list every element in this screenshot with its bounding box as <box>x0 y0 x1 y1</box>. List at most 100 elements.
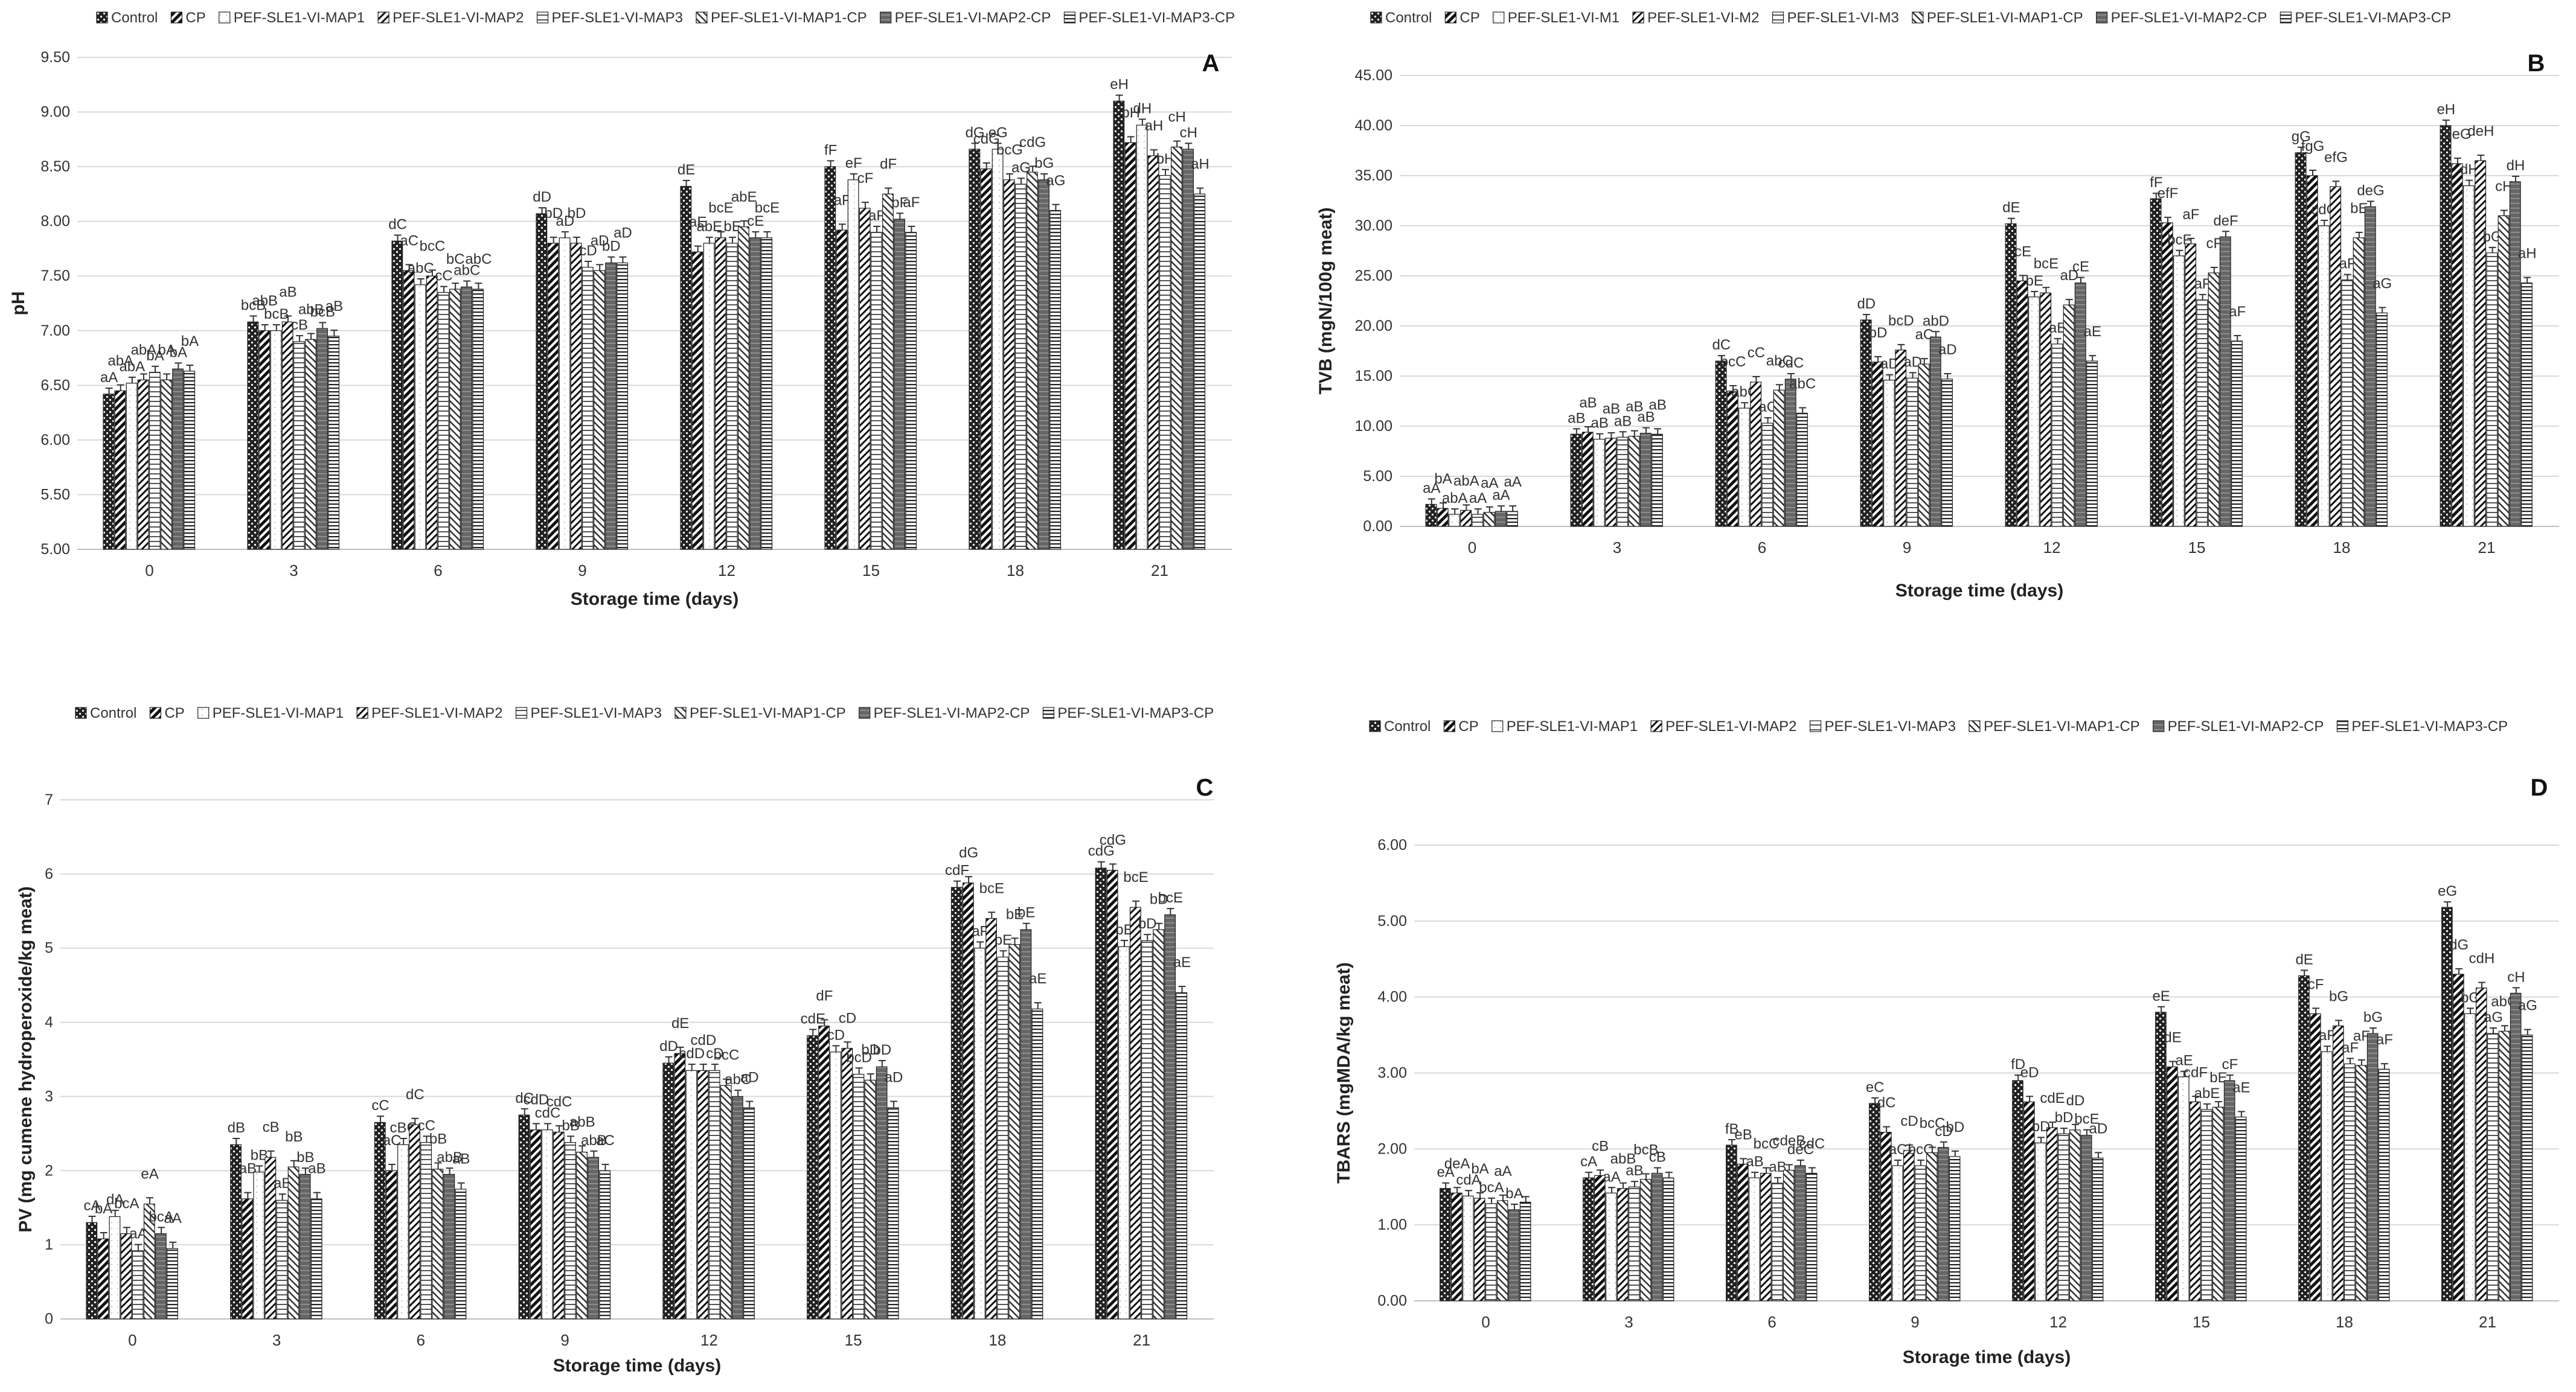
bar-PEF-SLE1-VI-MAP2-CP-day-6 <box>443 1173 455 1320</box>
significance-label: bcA <box>1479 1180 1504 1196</box>
significance-label: cdF <box>945 863 969 879</box>
bar-CP-day-9 <box>547 243 559 550</box>
bar-PEF-SLE1-VI-MAP1-CP-day-9 <box>576 1151 588 1320</box>
significance-label: cF <box>2222 1056 2238 1073</box>
bar-Control-day-15 <box>824 166 836 550</box>
significance-label: aB <box>279 284 296 301</box>
legend-swatch <box>2096 11 2108 24</box>
x-tick-label: 12 <box>2043 538 2061 557</box>
bar-PEF-SLE1-VI-MAP1-day-3 <box>253 1172 265 1320</box>
significance-label: cC <box>418 1117 435 1134</box>
significance-label: abB <box>569 1114 595 1130</box>
significance-label: bA <box>1471 1161 1488 1177</box>
x-tick-label: 15 <box>845 1331 862 1349</box>
bar-PEF-SLE1-VI-MAP3-day-9 <box>582 267 594 550</box>
significance-label: dD <box>533 189 551 205</box>
significance-label: cH <box>2507 969 2525 985</box>
bar-CP-day-6 <box>1726 391 1738 527</box>
significance-label: bcA <box>149 1208 173 1225</box>
significance-label: cB <box>1592 1138 1609 1154</box>
significance-label: dB <box>228 1120 245 1136</box>
bar-PEF-SLE1-VI-MAP2-CP-day-3 <box>1651 1172 1663 1301</box>
significance-label: deF <box>2213 212 2238 229</box>
bar-PEF-SLE1-VI-MAP3-day-21 <box>1159 175 1171 550</box>
chart-panel-D: 0.001.002.003.004.005.006.000eAdeAcdAbAb… <box>1334 718 2559 1367</box>
bar-CP-day-18 <box>980 168 992 550</box>
significance-label: aG <box>1046 173 1065 189</box>
significance-label: eH <box>2437 101 2455 118</box>
significance-label: fB <box>1725 1121 1739 1137</box>
significance-label: cdC <box>1799 1136 1825 1152</box>
bar-Control-day-12 <box>662 1062 674 1320</box>
significance-label: bcE <box>2034 255 2059 272</box>
x-tick-label: 9 <box>1903 538 1911 557</box>
legend-label: Control <box>111 10 158 26</box>
bar-PEF-SLE1-VI-MAP2-CP-day-18 <box>2364 206 2376 527</box>
significance-label: eE <box>2152 988 2170 1004</box>
bar-Control-day-21 <box>2440 125 2452 527</box>
bar-PEF-SLE1-VI-M1-day-9 <box>1883 380 1895 527</box>
significance-label: aA <box>1469 490 1487 506</box>
bar-Control-day-18 <box>2295 152 2307 527</box>
significance-label: abE <box>2194 1085 2220 1102</box>
significance-label: cH <box>1180 124 1197 141</box>
y-tick-label: 6.50 <box>40 377 70 394</box>
x-tick-label: 0 <box>1481 1313 1490 1331</box>
bar-PEF-SLE1-VI-M2-day-18 <box>2330 186 2342 527</box>
significance-label: aA <box>100 369 118 386</box>
significance-label: fF <box>824 142 837 158</box>
significance-label: cdF <box>2184 1064 2208 1081</box>
x-tick-label: 9 <box>578 561 586 579</box>
bar-PEF-SLE1-VI-MAP1-day-15 <box>2177 1076 2190 1301</box>
legend: Control CP PEF-SLE1-VI-MAP1 PEF-SLE1-VI-MAP… <box>75 705 1214 721</box>
bar-PEF-SLE1-VI-MAP1-CP-day-6 <box>432 1169 444 1320</box>
bar-CP-day-12 <box>2016 280 2028 527</box>
bar-PEF-SLE1-VI-MAP3-CP-day-3 <box>328 336 340 550</box>
y-tick-label: 5.00 <box>40 541 70 558</box>
legend-swatch <box>880 11 892 24</box>
bar-PEF-SLE1-VI-MAP2-CP-day-0 <box>1495 511 1507 527</box>
bar-PEF-SLE1-VI-MAP2-CP-day-15 <box>894 219 905 550</box>
significance-label: aD <box>740 1070 759 1086</box>
significance-label: aD <box>885 1070 903 1086</box>
significance-label: aA <box>164 1210 182 1227</box>
bar-PEF-SLE1-VI-MAP3-day-3 <box>1628 1186 1640 1301</box>
legend-swatch <box>859 707 871 719</box>
legend-swatch <box>1650 720 1662 732</box>
significance-label: bcD <box>1888 313 1914 329</box>
significance-label: fF <box>2150 174 2162 191</box>
bar-PEF-SLE1-VI-MAP2-day-9 <box>1903 1150 1915 1301</box>
bar-PEF-SLE1-VI-MAP3-CP-day-21 <box>1194 193 1206 550</box>
bar-Control-day-9 <box>1869 1103 1880 1301</box>
significance-label: dC <box>1712 337 1731 353</box>
bar-PEF-SLE1-VI-MAP3-CP-day-9 <box>599 1170 611 1320</box>
x-tick-label: 12 <box>718 561 735 579</box>
bar-PEF-SLE1-VI-MAP3-CP-day-12 <box>743 1107 755 1320</box>
significance-label: aA <box>1492 487 1510 503</box>
legend-label: Control <box>1384 718 1431 735</box>
bar-PEF-SLE1-VI-MAP1-CP-day-18 <box>1008 943 1020 1320</box>
significance-label: bcC <box>420 238 446 254</box>
bar-Control-day-12 <box>680 186 692 550</box>
bar-PEF-SLE1-VI-MAP1-day-15 <box>847 179 859 550</box>
bar-PEF-SLE1-VI-MAP1-CP-day-9 <box>594 270 605 550</box>
legend-label: CP <box>1458 718 1478 735</box>
significance-label: cH <box>1168 109 1186 126</box>
x-tick-label: 9 <box>560 1331 569 1349</box>
legend-label: PEF-SLE1-VI-MAP3 <box>531 705 662 721</box>
x-tick-label: 3 <box>1613 538 1621 557</box>
significance-label: bD <box>2055 1109 2074 1126</box>
panel-label: B <box>2528 50 2545 77</box>
bar-PEF-SLE1-VI-MAP1-CP-day-15 <box>2208 272 2220 527</box>
legend-label: PEF-SLE1-VI-MAP3-CP <box>2295 10 2451 26</box>
x-tick-label: 18 <box>2333 538 2351 557</box>
significance-label: cdG <box>1019 134 1046 150</box>
significance-label: bB <box>562 1117 579 1134</box>
significance-label: cC <box>435 268 452 284</box>
bar-Control-day-18 <box>950 887 963 1320</box>
bar-CP-day-21 <box>1124 142 1136 550</box>
significance-label: aD <box>591 232 609 249</box>
significance-label: aH <box>2518 246 2537 262</box>
significance-label: bD <box>861 1042 880 1058</box>
significance-label: dD <box>659 1038 678 1055</box>
